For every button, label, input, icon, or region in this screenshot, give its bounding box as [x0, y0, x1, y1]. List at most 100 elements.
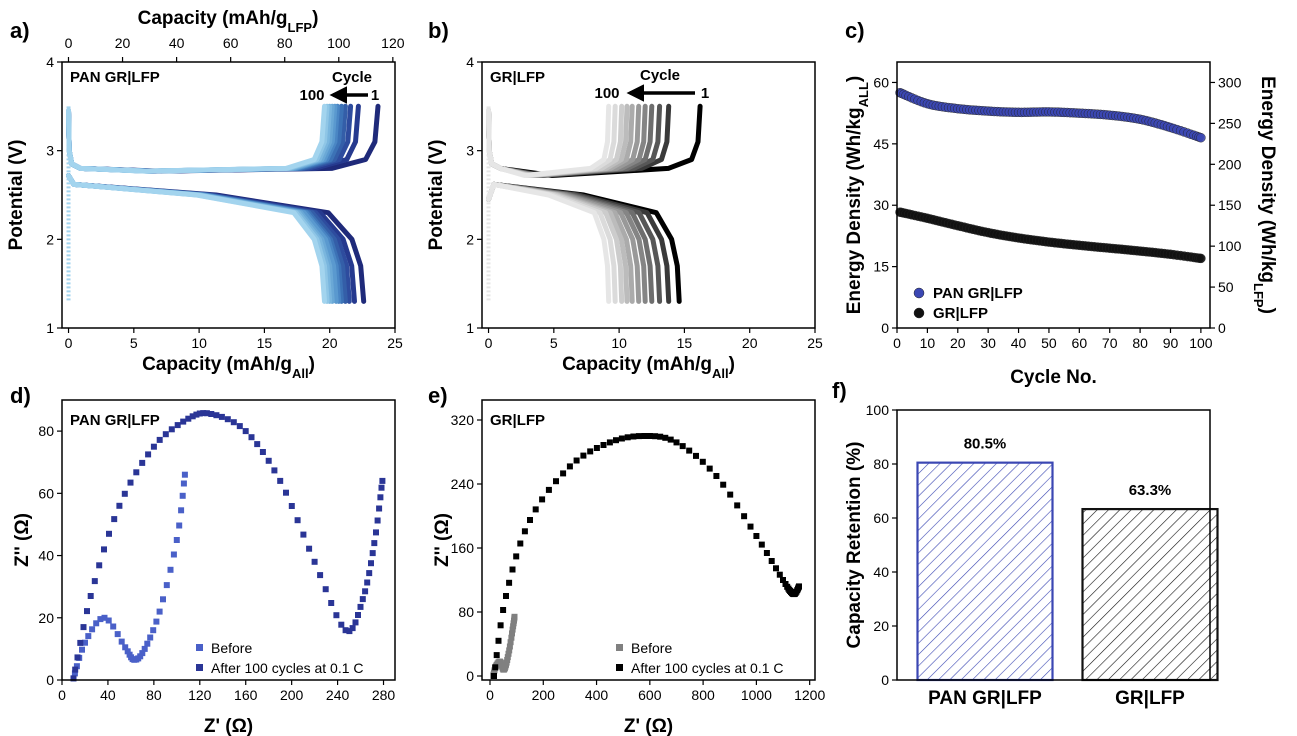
panel-b-xtick-label: 15	[677, 335, 693, 351]
panel-b-ylabel: Potential (V)	[426, 140, 447, 251]
panel-e-point-after	[573, 457, 580, 464]
panel-e-xtick-label: 0	[486, 687, 494, 703]
panel-e-ytick-label: 80	[458, 604, 474, 620]
panel-d-point-after	[127, 479, 134, 486]
panel-b-title: GR|LFP	[490, 69, 545, 86]
panel-d-point-before	[97, 616, 104, 623]
panel-d: d) 0 40 80 120 160 200 240 280 0 20 40 60 80 Z' (Ω) Z''…	[10, 383, 396, 736]
panel-d-point-after	[218, 413, 225, 420]
panel-b-ytick-label: 1	[466, 320, 474, 336]
panel-e-point-after	[545, 486, 552, 493]
panel-d-point-after	[224, 416, 231, 423]
panel-c-y2tick-label: 200	[1218, 156, 1242, 172]
panel-c-xtick-label: 20	[950, 335, 966, 351]
panel-c-point-gr	[1196, 253, 1206, 264]
panel-d-point-after	[368, 560, 374, 567]
panel-b-cycle-end: 1	[701, 85, 709, 102]
panel-d-point-before	[178, 507, 185, 514]
panel-d-legend-marker	[196, 664, 203, 671]
panel-c-xtick-label: 10	[920, 335, 936, 351]
panel-d-point-after	[322, 586, 329, 593]
panel-c-xtick-label: 80	[1132, 335, 1148, 351]
panel-e-xtick-label: 1000	[741, 687, 772, 703]
panel-e-point-after	[747, 523, 754, 530]
panel-d-point-after	[342, 627, 349, 634]
panel-a-frame	[61, 61, 396, 329]
panel-d-point-after	[371, 540, 378, 547]
panel-d-point-before	[144, 640, 151, 647]
panel-d-point-after	[377, 494, 384, 501]
panel-e-point-after	[713, 473, 720, 479]
panel-a-top-xlabel: Capacity (mAh/gLFP)	[138, 8, 319, 35]
panel-a-xlabel: Capacity (mAh/gAll)	[142, 354, 315, 381]
panel-a-top-xlabel-main: Capacity (mAh/g	[138, 8, 288, 29]
panel-e-point-after	[624, 434, 631, 441]
panel-c-y2tick-label: 250	[1218, 115, 1242, 131]
panel-e-point-after	[600, 442, 607, 448]
panel-e-point-after	[734, 502, 741, 509]
panel-e-frame	[481, 399, 816, 681]
panel-e-point-after	[497, 622, 504, 629]
panel-e-point-after	[776, 571, 783, 578]
panel-e-point-after	[796, 583, 802, 590]
panel-e-legend-marker	[616, 644, 623, 651]
panel-f-letter: f)	[832, 378, 847, 403]
panel-e-point-after	[539, 496, 546, 503]
panel-d-point-after	[288, 503, 295, 509]
panel-e-point-after	[686, 447, 693, 454]
panel-c-xtick-label: 90	[1163, 335, 1179, 351]
panel-e-ytick-label: 160	[451, 540, 475, 556]
panel-d-point-after	[96, 562, 103, 569]
panel-e-point-after	[706, 465, 713, 472]
panel-e-point-before	[509, 630, 515, 637]
panel-e-ytick-label: 320	[451, 412, 475, 428]
panel-c-xtick-label: 60	[1072, 335, 1088, 351]
panel-a-ytick-label: 1	[46, 320, 54, 336]
panel-a-xtick-label: 15	[257, 335, 273, 351]
panel-c-point-pan	[1196, 132, 1206, 143]
panel-f-ytick-label: 0	[881, 672, 889, 688]
panel-d-point-after	[193, 411, 200, 418]
panel-e-xlabel: Z' (Ω)	[624, 716, 673, 736]
panel-e-point-before	[509, 626, 516, 633]
panel-c-xtick-label: 40	[1011, 335, 1027, 351]
panel-a-ytick-label: 3	[46, 143, 54, 159]
panel-d-point-before	[85, 633, 92, 640]
panel-d-point-before	[110, 623, 117, 630]
panel-a-top-xlabel-end: )	[312, 8, 318, 29]
panel-d-point-after	[72, 666, 79, 673]
panel-d-point-before	[167, 566, 174, 573]
panel-d-point-after	[84, 608, 90, 615]
panel-e-point-after	[513, 553, 520, 560]
panel-d-point-after	[259, 449, 266, 455]
panel-a-charge-curve	[66, 103, 338, 174]
panel-d-point-after	[300, 531, 307, 538]
panel-d-point-after	[106, 530, 112, 537]
panel-e-legend-marker	[616, 664, 623, 671]
panel-e-point-after	[503, 593, 509, 599]
panel-d-point-after	[121, 490, 128, 497]
panel-d-point-after	[374, 517, 381, 524]
panel-c-legend-label: GR|LFP	[933, 305, 988, 322]
panel-b-ytick-label: 4	[466, 54, 474, 70]
panel-e-ytick-label: 0	[466, 668, 474, 684]
panel-d-point-after	[200, 410, 207, 417]
panel-d-point-before	[114, 631, 121, 638]
panel-a-ytick-label: 2	[46, 231, 54, 247]
panel-f-ytick-label: 100	[866, 402, 890, 418]
panel-c: c) 0 10 20 30 40 50 60 70 80 90 100 0 15 30 45 60 0 50 100 1…	[844, 18, 1278, 388]
panel-a-title: PAN GR|LFP	[70, 69, 160, 86]
panel-d-point-before	[79, 646, 85, 653]
panel-a-charge-curve	[66, 103, 330, 174]
panel-c-xtick-label: 30	[980, 335, 996, 351]
panel-e-point-after	[491, 673, 497, 679]
panel-c-ylabel-end: )	[844, 76, 865, 82]
panel-b-cycle-label: Cycle	[640, 67, 680, 84]
panel-f-bar-value: 63.3%	[1129, 482, 1172, 499]
panel-d-xtick-label: 160	[234, 687, 258, 703]
panel-d-point-after	[185, 415, 192, 422]
panel-d-point-after	[145, 451, 152, 458]
panel-d-point-after	[70, 675, 77, 682]
panel-e-point-after	[727, 491, 734, 498]
